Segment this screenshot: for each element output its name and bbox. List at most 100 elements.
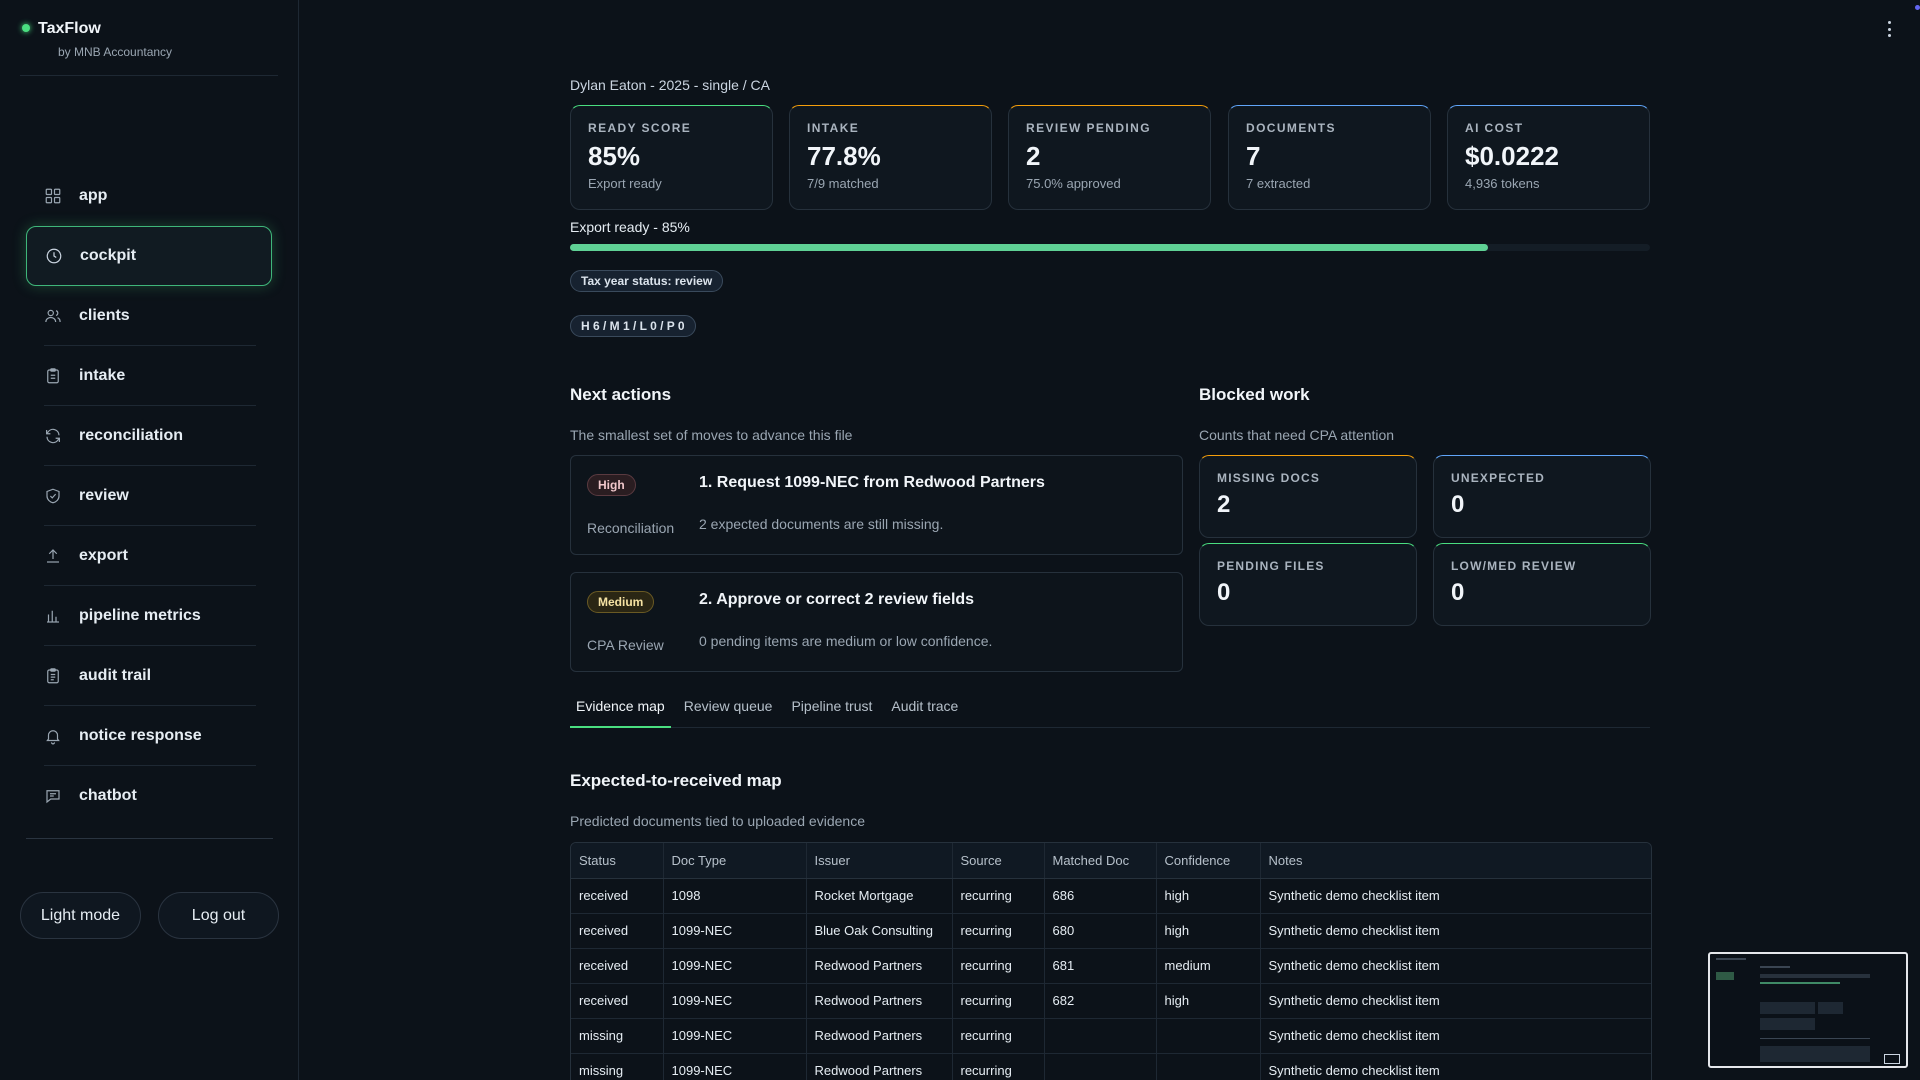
sidebar-item-intake[interactable]: intake <box>26 346 272 406</box>
more-options-icon[interactable] <box>1882 18 1896 40</box>
table-cell <box>1044 1053 1157 1080</box>
tab-evidence-map[interactable]: Evidence map <box>570 690 671 728</box>
sidebar-item-label: chatbot <box>79 787 137 804</box>
page-minimap[interactable] <box>1708 952 1908 1068</box>
blocked-value: 0 <box>1451 579 1465 606</box>
table-row[interactable]: missing 1099-NEC Redwood Partners recurring… <box>571 1018 1651 1054</box>
sidebar-item-chatbot[interactable]: chatbot <box>26 766 272 826</box>
table-cell: Synthetic demo checklist item <box>1260 1053 1651 1080</box>
clock-icon <box>45 247 63 265</box>
table-header-row: Status Doc Type Issuer Source Matched Doc Con… <box>571 843 1651 879</box>
stat-card-ai-cost: AI COST $0.0222 4,936 tokens <box>1447 105 1650 210</box>
tab-bar: Evidence map Review queue Pipeline trust… <box>570 690 1650 728</box>
grid-icon <box>44 187 62 205</box>
table-cell: Blue Oak Consulting <box>806 913 953 949</box>
table-cell <box>1156 1053 1261 1080</box>
table-row[interactable]: missing 1099-NEC Redwood Partners recurring… <box>571 1053 1651 1080</box>
table-cell: 1099-NEC <box>663 1053 807 1080</box>
blocked-card-unexpected: UNEXPECTED 0 <box>1433 455 1651 538</box>
light-mode-button[interactable]: Light mode <box>20 892 141 939</box>
divider <box>20 75 278 76</box>
table-row[interactable]: received 1099-NEC Blue Oak Consulting recur… <box>571 913 1651 949</box>
stat-label: AI COST <box>1465 121 1524 135</box>
stat-sub: 75.0% approved <box>1026 176 1121 191</box>
blocked-work-subtitle: Counts that need CPA attention <box>1199 427 1395 443</box>
table-cell: 1099-NEC <box>663 1018 807 1054</box>
sidebar-item-pipeline-metrics[interactable]: pipeline metrics <box>26 586 272 646</box>
sidebar-item-notice-response[interactable]: notice response <box>26 706 272 766</box>
sidebar-item-audit-trail[interactable]: audit trail <box>26 646 272 706</box>
table-cell: recurring <box>952 878 1045 914</box>
stat-sub: 7 extracted <box>1246 176 1311 191</box>
priority-counts-badge: H 6 / M 1 / L 0 / P 0 <box>570 315 696 337</box>
sidebar-item-export[interactable]: export <box>26 526 272 586</box>
progress-fill <box>570 244 1488 251</box>
table-cell: received <box>571 913 664 949</box>
column-header: Source <box>952 843 1045 879</box>
next-actions-subtitle: The smallest set of moves to advance thi… <box>570 427 853 443</box>
users-icon <box>44 307 62 325</box>
sidebar-item-review[interactable]: review <box>26 466 272 526</box>
sidebar-item-label: review <box>79 487 129 504</box>
table-cell: Redwood Partners <box>806 1018 953 1054</box>
table-cell: Synthetic demo checklist item <box>1260 948 1651 984</box>
table-row[interactable]: received 1099-NEC Redwood Partners recurrin… <box>571 948 1651 984</box>
divider <box>26 838 273 839</box>
column-header: Matched Doc <box>1044 843 1157 879</box>
table-cell: Synthetic demo checklist item <box>1260 1018 1651 1054</box>
action-title: 1. Request 1099-NEC from Redwood Partner… <box>699 474 1045 491</box>
stat-value: 77.8% <box>807 141 881 171</box>
logout-button[interactable]: Log out <box>158 892 279 939</box>
action-description: 2 expected documents are still missing. <box>699 516 944 532</box>
column-header: Status <box>571 843 664 879</box>
sidebar-item-label: pipeline metrics <box>79 607 201 624</box>
tab-audit-trace[interactable]: Audit trace <box>891 698 959 714</box>
table-cell: Redwood Partners <box>806 983 953 1019</box>
table-cell: missing <box>571 1018 664 1054</box>
table-cell: high <box>1156 913 1261 949</box>
table-cell: recurring <box>952 1053 1045 1080</box>
sidebar-item-reconciliation[interactable]: reconciliation <box>26 406 272 466</box>
table-row[interactable]: received 1099-NEC Redwood Partners recurrin… <box>571 983 1651 1019</box>
table-cell: missing <box>571 1053 664 1080</box>
table-cell: recurring <box>952 983 1045 1019</box>
sidebar-item-label: intake <box>79 367 126 384</box>
action-card[interactable]: Medium CPA Review 2. Approve or correct … <box>570 572 1183 672</box>
action-card[interactable]: High Reconciliation 1. Request 1099-NEC … <box>570 455 1183 555</box>
table-cell: high <box>1156 878 1261 914</box>
table-cell: 680 <box>1044 913 1157 949</box>
table-cell: recurring <box>952 1018 1045 1054</box>
blocked-label: LOW/MED REVIEW <box>1451 559 1577 573</box>
tab-pipeline-trust[interactable]: Pipeline trust <box>791 698 873 714</box>
stat-label: INTAKE <box>807 121 860 135</box>
table-cell: recurring <box>952 913 1045 949</box>
table-cell: Synthetic demo checklist item <box>1260 983 1651 1019</box>
table-cell: high <box>1156 983 1261 1019</box>
blocked-card-missing-docs: MISSING DOCS 2 <box>1199 455 1417 538</box>
sidebar-item-label: clients <box>79 307 130 324</box>
table-cell: 1099-NEC <box>663 948 807 984</box>
tax-year-status-badge: Tax year status: review <box>570 270 724 292</box>
table-cell: 1099-NEC <box>663 983 807 1019</box>
sidebar-item-app[interactable]: app <box>26 166 272 226</box>
evidence-table: Status Doc Type Issuer Source Matched Doc Con… <box>570 842 1652 1080</box>
table-cell: recurring <box>952 948 1045 984</box>
action-title: 2. Approve or correct 2 review fields <box>699 591 975 608</box>
progress-label: Export ready - 85% <box>570 219 690 235</box>
table-cell: 1099-NEC <box>663 913 807 949</box>
sidebar-nav: app cockpit clients intake rec <box>26 166 272 826</box>
blocked-card-low-med-review: LOW/MED REVIEW 0 <box>1433 543 1651 626</box>
sidebar-item-cockpit[interactable]: cockpit <box>26 226 272 286</box>
app-subtitle: by MNB Accountancy <box>58 45 173 59</box>
stat-card-intake: INTAKE 77.8% 7/9 matched <box>789 105 992 210</box>
refresh-icon <box>44 427 62 445</box>
clipboard-icon <box>44 367 62 385</box>
table-cell: received <box>571 948 664 984</box>
sidebar-item-clients[interactable]: clients <box>26 286 272 346</box>
blocked-value: 0 <box>1451 491 1465 518</box>
status-dot-icon <box>22 24 30 32</box>
blocked-label: UNEXPECTED <box>1451 471 1546 485</box>
stat-sub: 4,936 tokens <box>1465 176 1540 191</box>
tab-review-queue[interactable]: Review queue <box>683 698 773 714</box>
table-row[interactable]: received 1098 Rocket Mortgage recurring 686 h… <box>571 878 1651 914</box>
